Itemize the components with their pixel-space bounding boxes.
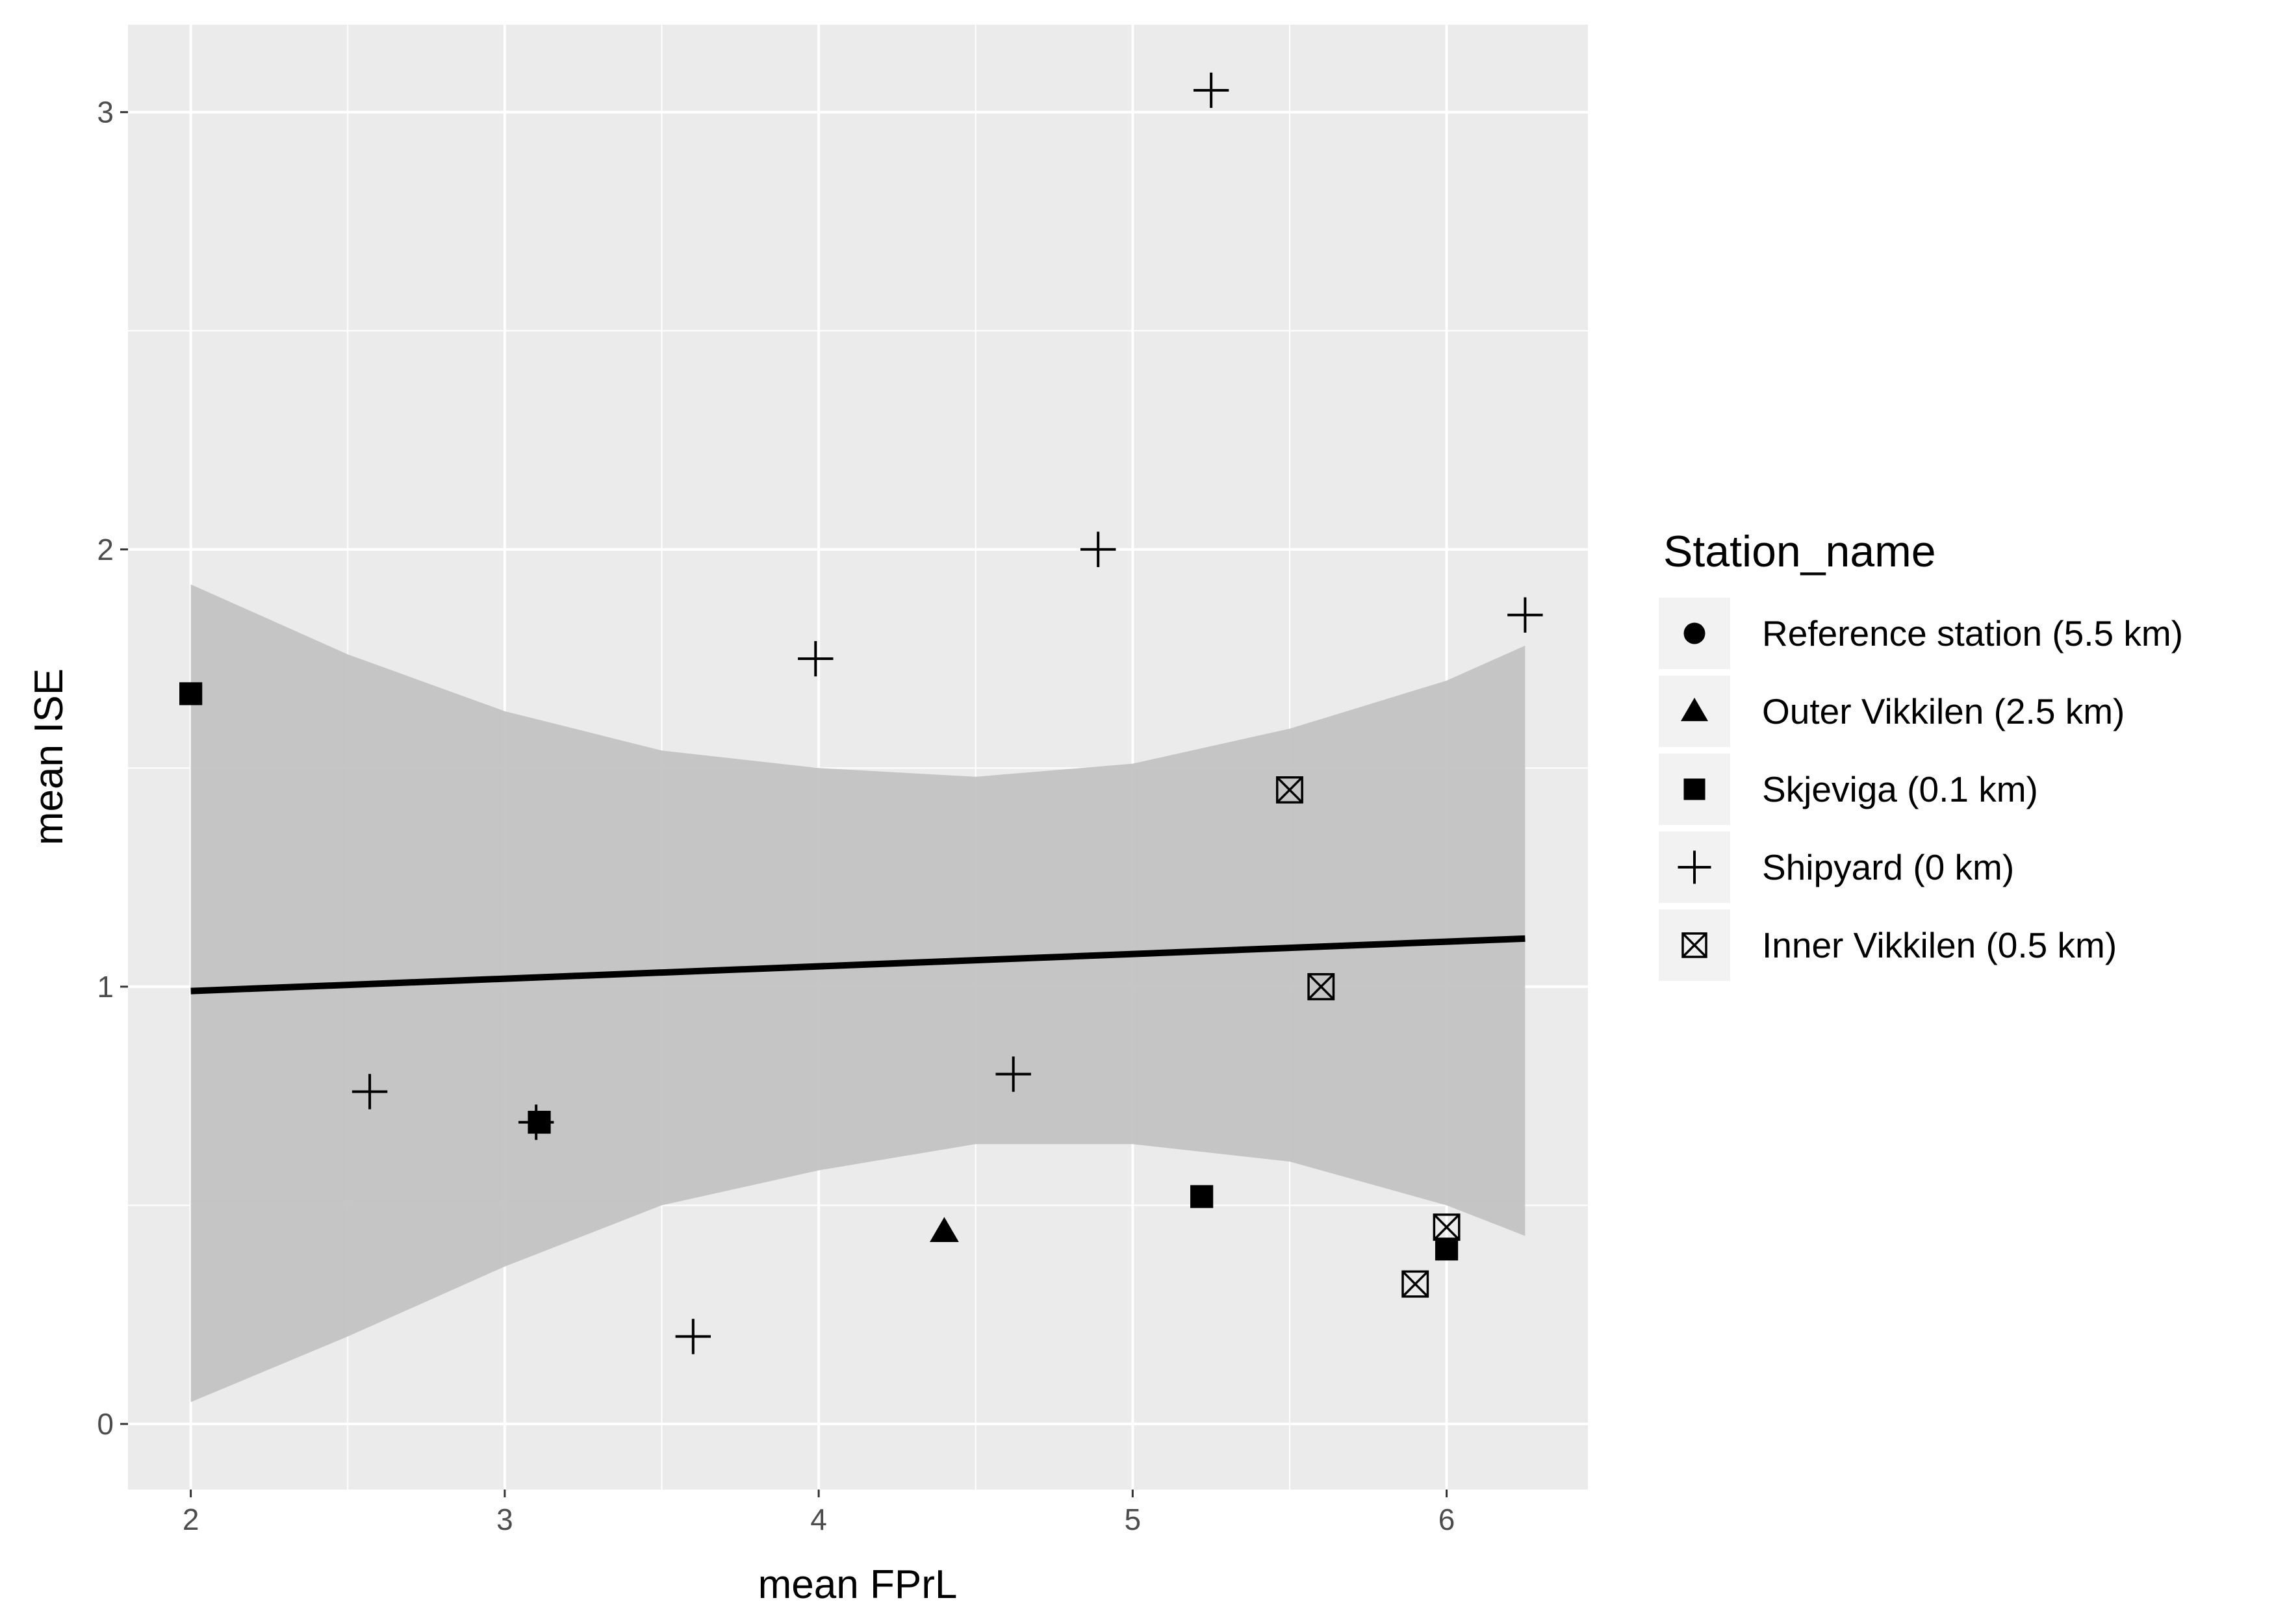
legend-label: Outer Vikkilen (2.5 km) [1762,691,2125,731]
data-point-boxcross [1401,1270,1429,1298]
data-point-plus [798,641,834,677]
legend-label: Inner Vikkilen (0.5 km) [1762,925,2117,965]
regression-line [190,935,1526,995]
data-points [179,72,1543,1354]
legend-key-square [1683,778,1706,800]
x-axis-title: mean FPrL [758,1562,958,1607]
y-tick-label: 2 [97,533,114,566]
data-point-boxcross [1433,1213,1461,1241]
data-point-plus [675,1319,711,1354]
x-tick-label: 2 [183,1503,199,1536]
y-axis-ticks: 0 1 2 3 [97,95,128,1441]
data-point-plus [995,1056,1031,1092]
x-tick-label: 6 [1438,1503,1455,1536]
confidence-band-area [190,584,1526,1402]
data-point-plus [1080,531,1116,567]
x-axis-ticks: 2 3 4 5 6 [183,1490,1455,1536]
data-point-square [1190,1185,1214,1208]
data-point-square [179,682,203,705]
y-axis-title: mean ISE [27,668,71,845]
legend-key-boxcross [1681,932,1707,958]
data-point-square [1435,1237,1459,1261]
legend-title: Station_name [1663,527,1936,576]
data-point-plus [1193,72,1229,108]
confidence-band [190,584,1526,1402]
data-point-boxcross [1307,972,1335,1000]
legend-label: Shipyard (0 km) [1762,847,2014,887]
legend-label: Reference station (5.5 km) [1762,613,2183,653]
data-point-plus [351,1074,388,1110]
legend-label: Skjeviga (0.1 km) [1762,769,2038,809]
data-point-plus [1507,597,1543,633]
legend-key-triangle [1681,698,1708,722]
legend-entries: Reference station (5.5 km) Outer Vikkilen… [1659,598,2183,981]
data-point-triangle [929,1217,959,1242]
legend-key-circle [1683,622,1706,644]
x-tick-label: 5 [1125,1503,1142,1536]
legend-key-plus [1678,850,1711,884]
x-tick-label: 3 [496,1503,513,1536]
legend: Station_name Reference station (5.5 km) O… [1659,527,2183,981]
y-tick-label: 1 [97,970,114,1004]
regression-line-path [190,935,1526,995]
data-point-boxcross [1275,776,1303,804]
y-tick-label: 0 [97,1407,114,1441]
data-point-plus [518,1104,554,1140]
y-tick-label: 3 [97,95,114,129]
x-tick-label: 4 [810,1503,827,1536]
